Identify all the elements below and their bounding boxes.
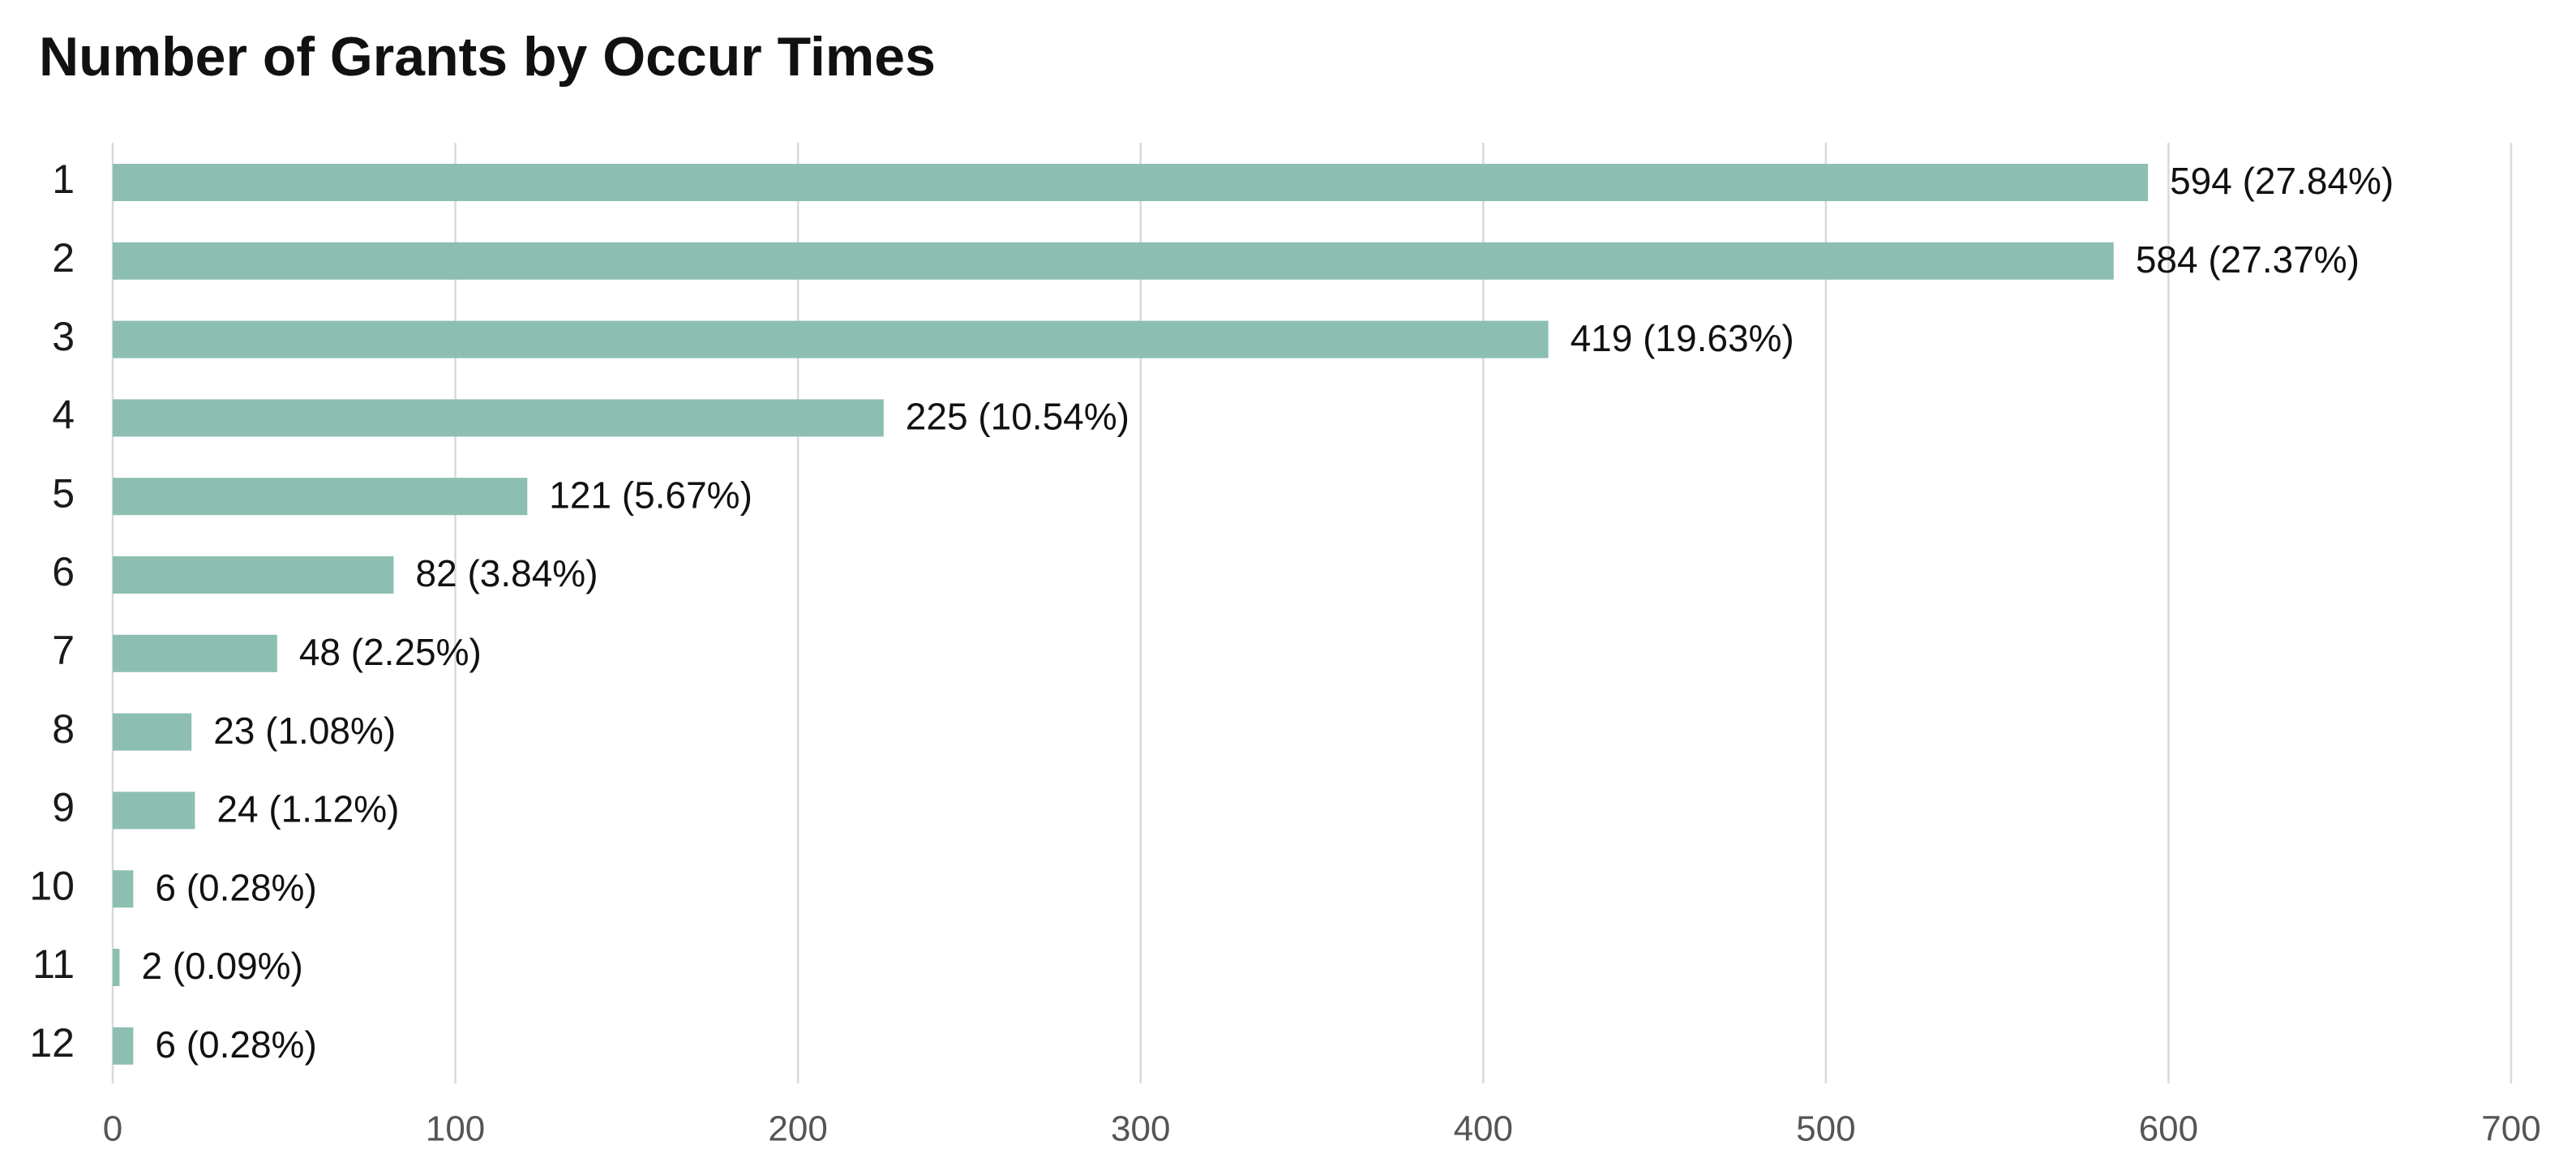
category-label: 2 [52,235,75,281]
category-label: 5 [52,470,75,516]
bars [113,164,2149,1065]
data-label: 419 (19.63%) [1571,317,1794,359]
data-label: 6 (0.28%) [155,1023,316,1066]
bar-11 [113,949,120,986]
chart-title: Number of Grants by Occur Times [39,26,936,88]
category-label: 9 [52,785,75,830]
data-label: 23 (1.08%) [213,710,396,752]
x-tick-label: 300 [1111,1109,1170,1149]
data-label: 6 (0.28%) [155,866,316,908]
bar-1 [113,164,2149,201]
category-label: 6 [52,549,75,594]
category-label: 10 [29,863,75,908]
x-tick-label: 100 [426,1109,485,1149]
bar-6 [113,556,394,594]
bar-2 [113,242,2114,280]
bar-8 [113,713,192,751]
x-axis-ticks: 0 100 200 300 400 500 600 700 [103,1109,2541,1149]
category-label: 8 [52,706,75,752]
bar-7 [113,634,277,672]
gridlines [111,143,2513,1083]
data-label: 82 (3.84%) [416,552,598,594]
data-label: 24 (1.12%) [216,788,399,830]
category-label: 7 [52,628,75,673]
category-label: 4 [52,392,75,438]
data-label: 2 (0.09%) [141,945,302,987]
data-label: 48 (2.25%) [299,631,482,673]
x-tick-label: 600 [2139,1109,2198,1149]
x-tick-label: 500 [1796,1109,1855,1149]
bar-12 [113,1027,134,1065]
bar-9 [113,791,195,830]
bar-3 [113,320,1549,358]
data-label: 594 (27.84%) [2170,160,2394,202]
bar-4 [113,399,884,437]
category-label: 11 [32,942,75,987]
data-label: 584 (27.37%) [2136,238,2360,281]
category-label: 1 [52,157,75,202]
bar-10 [113,870,134,908]
category-label: 3 [52,314,75,359]
data-label: 225 (10.54%) [906,396,1129,438]
data-label: 121 (5.67%) [549,474,752,516]
x-tick-label: 700 [2481,1109,2540,1149]
bar-5 [113,478,528,516]
category-label: 12 [29,1020,75,1066]
data-labels: 594 (27.84%) 584 (27.37%) 419 (19.63%) 225 … [141,160,2394,1066]
x-tick-label: 0 [103,1109,122,1149]
x-tick-label: 400 [1454,1109,1513,1149]
x-tick-label: 200 [768,1109,827,1149]
